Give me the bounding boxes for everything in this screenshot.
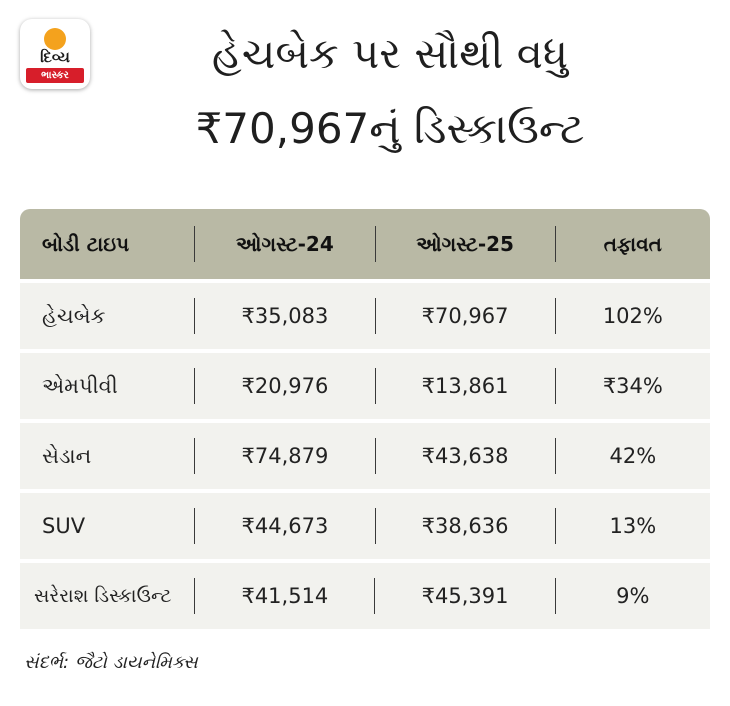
source-note: સંદર્ભ: જૈટો ડાયનેમિક્સ [24,652,198,673]
table-row: SUV ₹44,673 ₹38,636 13% [20,493,710,559]
column-divider [374,368,376,404]
brand-logo: દિવ્ય ભાસ્કર [20,19,90,89]
difference-cell: ₹34% [602,374,663,398]
column-divider [554,226,556,262]
aug-25-cell: ₹43,638 [421,444,509,468]
body-type-cell: એમપીવી [42,373,118,398]
aug-24-cell: ₹44,673 [241,514,329,538]
column-divider [554,298,556,334]
column-divider [194,226,196,262]
column-divider [194,578,196,614]
headline-line2: ₹70,967નું ડિસ્કાઉન્ટ [195,104,585,153]
aug-24-cell: ₹35,083 [241,304,329,328]
aug-25-cell: ₹13,861 [421,374,509,398]
headline-line1: હેચબેક પર સૌથી વધુ [211,29,569,78]
body-type-cell: હેચબેક [42,303,106,328]
aug-25-cell: ₹70,967 [421,304,509,328]
difference-cell: 102% [602,304,663,328]
column-divider [194,368,196,404]
brand-line2: ભાસ્કર [26,68,84,83]
body-type-cell: સરેરાશ ડિસ્કાઉન્ટ [34,585,172,607]
column-divider [374,226,376,262]
table-row: સેડાન ₹74,879 ₹43,638 42% [20,423,710,489]
difference-cell: 42% [609,444,657,468]
column-divider [554,438,556,474]
table-row: હેચબેક ₹35,083 ₹70,967 102% [20,283,710,349]
aug-25-cell: ₹45,391 [421,584,509,608]
table-header: બોડી ટાઇપ ઓગસ્ટ-24 ઓગસ્ટ-25 તફાવત [20,209,710,279]
body-type-cell: સેડાન [42,443,92,468]
column-divider [554,578,556,614]
difference-cell: 9% [616,584,650,608]
header-difference: તફાવત [603,232,662,256]
aug-24-cell: ₹20,976 [241,374,329,398]
sun-icon [44,28,66,50]
column-divider [194,508,196,544]
column-divider [374,508,376,544]
discount-table: બોડી ટાઇપ ઓગસ્ટ-24 ઓગસ્ટ-25 તફાવત હેચબેક… [20,209,710,629]
column-divider [194,298,196,334]
column-divider [374,298,376,334]
table-row: એમપીવી ₹20,976 ₹13,861 ₹34% [20,353,710,419]
column-divider [554,368,556,404]
header-aug-24: ઓગસ્ટ-24 [236,232,334,256]
column-divider [194,438,196,474]
table-row: સરેરાશ ડિસ્કાઉન્ટ ₹41,514 ₹45,391 9% [20,563,710,629]
brand-line1: દિવ્ય [40,48,70,66]
column-divider [374,578,376,614]
difference-cell: 13% [609,514,657,538]
aug-24-cell: ₹74,879 [241,444,329,468]
aug-25-cell: ₹38,636 [421,514,509,538]
aug-24-cell: ₹41,514 [241,584,329,608]
header-body-type: બોડી ટાઇપ [42,232,130,256]
column-divider [374,438,376,474]
header-aug-25: ઓગસ્ટ-25 [416,232,514,256]
body-type-cell: SUV [42,514,86,538]
column-divider [554,508,556,544]
